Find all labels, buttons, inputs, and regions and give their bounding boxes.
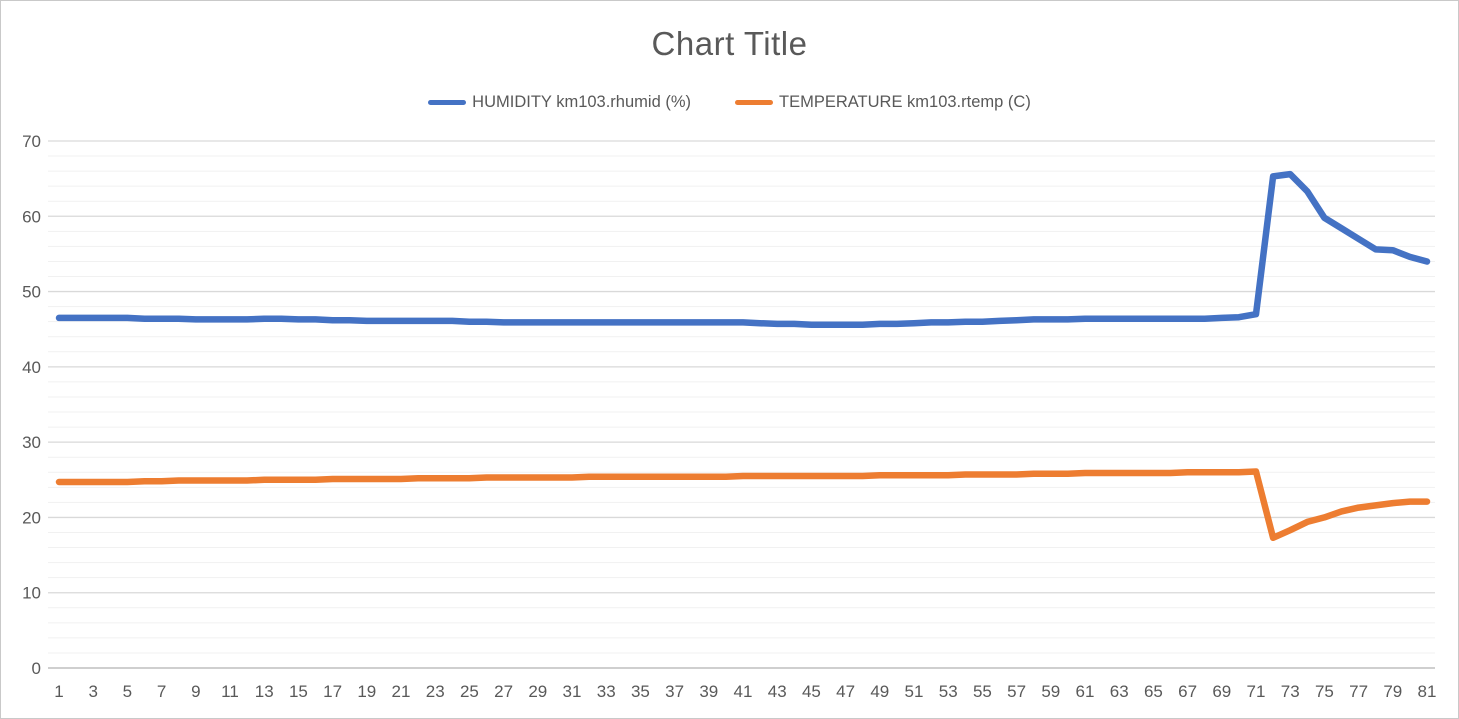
x-tick-label: 57 bbox=[1007, 682, 1026, 701]
x-tick-label: 79 bbox=[1383, 682, 1402, 701]
y-tick-label: 70 bbox=[22, 132, 41, 151]
x-tick-label: 69 bbox=[1212, 682, 1231, 701]
x-tick-label: 67 bbox=[1178, 682, 1197, 701]
x-tick-label: 35 bbox=[631, 682, 650, 701]
minor-gridlines bbox=[48, 155, 1435, 654]
x-tick-label: 71 bbox=[1247, 682, 1266, 701]
x-tick-label: 31 bbox=[563, 682, 582, 701]
x-tick-label: 37 bbox=[665, 682, 684, 701]
x-tick-label: 53 bbox=[939, 682, 958, 701]
y-tick-label: 20 bbox=[22, 508, 41, 527]
x-tick-label: 61 bbox=[1076, 682, 1095, 701]
legend-item-humidity[interactable]: HUMIDITY km103.rhumid (%) bbox=[428, 93, 691, 112]
x-axis-tick-labels: 1 3 5 7 9 11 13 15 17 19 21 23 25 27 29 31 33 35 37 39 41 43 4… bbox=[54, 682, 1436, 701]
x-tick-label: 13 bbox=[255, 682, 274, 701]
x-tick-label: 47 bbox=[836, 682, 855, 701]
x-tick-label: 73 bbox=[1281, 682, 1300, 701]
x-tick-label: 81 bbox=[1418, 682, 1437, 701]
chart-title[interactable]: Chart Title bbox=[651, 25, 808, 62]
x-tick-label: 33 bbox=[597, 682, 616, 701]
y-tick-label: 10 bbox=[22, 584, 41, 603]
legend-label-humidity: HUMIDITY km103.rhumid (%) bbox=[472, 93, 691, 111]
legend-label-temperature: TEMPERATURE km103.rtemp (C) bbox=[779, 93, 1031, 111]
x-tick-label: 45 bbox=[802, 682, 821, 701]
x-tick-label: 5 bbox=[123, 682, 132, 701]
x-tick-label: 51 bbox=[905, 682, 924, 701]
x-tick-label: 59 bbox=[1041, 682, 1060, 701]
x-tick-label: 15 bbox=[289, 682, 308, 701]
series-line-humidity[interactable] bbox=[55, 170, 1431, 328]
y-tick-label: 30 bbox=[22, 433, 41, 452]
x-tick-label: 17 bbox=[323, 682, 342, 701]
x-tick-label: 19 bbox=[357, 682, 376, 701]
legend-swatch-humidity-icon bbox=[428, 100, 467, 105]
chart-legend: HUMIDITY km103.rhumid (%) TEMPERATURE km… bbox=[1, 93, 1458, 112]
y-tick-label: 0 bbox=[32, 659, 41, 678]
x-tick-label: 29 bbox=[528, 682, 547, 701]
x-tick-label: 43 bbox=[768, 682, 787, 701]
y-tick-label: 50 bbox=[22, 283, 41, 302]
x-tick-label: 41 bbox=[734, 682, 753, 701]
x-tick-label: 11 bbox=[221, 682, 239, 701]
x-tick-label: 1 bbox=[54, 682, 63, 701]
x-tick-label: 21 bbox=[392, 682, 411, 701]
y-axis-tick-labels: 0 10 20 30 40 50 60 70 bbox=[22, 132, 41, 678]
series-line-temperature[interactable] bbox=[55, 468, 1431, 542]
x-tick-label: 49 bbox=[870, 682, 889, 701]
x-tick-label: 55 bbox=[973, 682, 992, 701]
x-tick-label: 77 bbox=[1349, 682, 1368, 701]
legend-swatch-temperature-icon bbox=[735, 100, 773, 105]
x-tick-label: 3 bbox=[88, 682, 97, 701]
x-tick-label: 63 bbox=[1110, 682, 1129, 701]
x-tick-label: 39 bbox=[699, 682, 718, 701]
x-tick-label: 27 bbox=[494, 682, 513, 701]
y-tick-label: 40 bbox=[22, 358, 41, 377]
x-tick-label: 75 bbox=[1315, 682, 1334, 701]
major-gridlines bbox=[48, 140, 1435, 594]
x-tick-label: 7 bbox=[157, 682, 166, 701]
x-tick-label: 23 bbox=[426, 682, 445, 701]
x-tick-label: 65 bbox=[1144, 682, 1163, 701]
x-tick-label: 9 bbox=[191, 682, 200, 701]
x-tick-label: 25 bbox=[460, 682, 479, 701]
legend-item-temperature[interactable]: TEMPERATURE km103.rtemp (C) bbox=[735, 93, 1031, 112]
y-tick-label: 60 bbox=[22, 207, 41, 226]
